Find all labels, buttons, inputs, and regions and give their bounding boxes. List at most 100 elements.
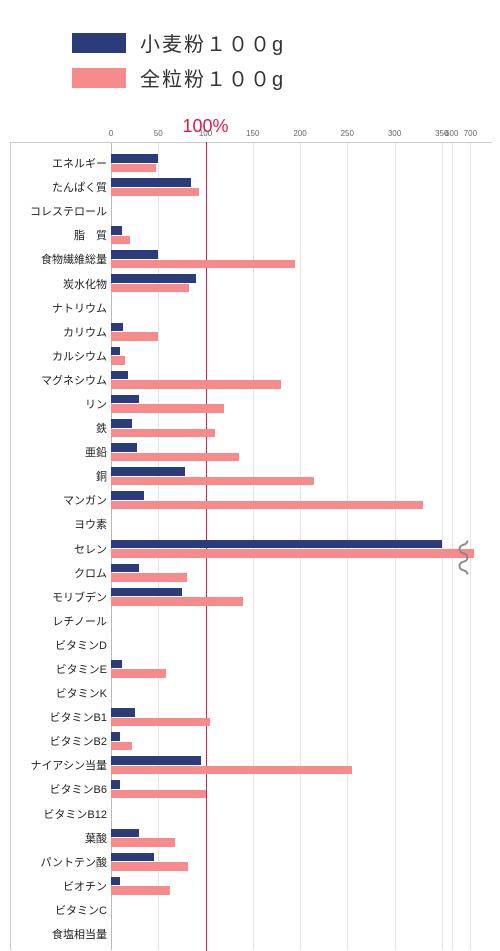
axis-tick-label: 150: [246, 129, 259, 138]
bar-row: ビタミンB2: [11, 729, 492, 753]
bar-series-b: [111, 380, 281, 389]
bar-series-b: [111, 838, 175, 847]
bar-series-b: [111, 188, 199, 197]
bar-series-a: [111, 226, 122, 235]
bar-series-a: [111, 395, 139, 404]
category-label: クロム: [11, 561, 111, 585]
bar-row: クロム: [11, 561, 492, 585]
bar-row: 脂 質: [11, 223, 492, 247]
bar-row: セレン: [11, 537, 492, 561]
bar-series-b: [111, 404, 224, 413]
bar-series-a: [111, 708, 135, 717]
axis-tick-label: 50: [154, 129, 163, 138]
bar-series-b: [111, 284, 189, 293]
bar-series-b: [111, 718, 210, 727]
category-label: 炭水化物: [11, 271, 111, 295]
category-label: カルシウム: [11, 344, 111, 368]
bar-group: [111, 850, 492, 874]
axis-tick-label: 100: [199, 129, 212, 138]
category-label: マグネシウム: [11, 368, 111, 392]
bar-group: [111, 561, 492, 585]
bar-series-a: [111, 756, 201, 765]
bar-row: 食塩相当量: [11, 922, 492, 946]
bar-row: コレステロール: [11, 199, 492, 223]
bar-row: 葉酸: [11, 826, 492, 850]
bar-group: [111, 826, 492, 850]
bar-group: [111, 344, 492, 368]
bar-group: [111, 464, 492, 488]
bar-series-b: [111, 597, 243, 606]
bar-series-a: [111, 564, 139, 573]
category-label: マンガン: [11, 488, 111, 512]
bar-series-a: [111, 829, 139, 838]
bar-row: ビオチン: [11, 874, 492, 898]
bar-series-a: [111, 660, 122, 669]
bar-group: [111, 416, 492, 440]
bar-group: [111, 199, 492, 223]
category-label: ビタミンB1: [11, 705, 111, 729]
bar-group: [111, 368, 492, 392]
legend-item-a: 小麦粉１００g: [72, 28, 500, 57]
bar-group: [111, 247, 492, 271]
category-label: ビタミンB12: [11, 802, 111, 826]
legend-label-a: 小麦粉１００g: [140, 28, 285, 57]
bar-series-b: [111, 549, 474, 558]
bar-series-a: [111, 323, 123, 332]
category-label: 食塩相当量: [11, 922, 111, 946]
bar-row: ヨウ素: [11, 512, 492, 536]
category-label: たんぱく質: [11, 175, 111, 199]
bar-row: 銅: [11, 464, 492, 488]
bar-row: ビタミンB12: [11, 802, 492, 826]
category-label: ビタミンB6: [11, 777, 111, 801]
bar-group: [111, 440, 492, 464]
legend-item-b: 全粒粉１００g: [72, 63, 500, 92]
bar-series-b: [111, 260, 295, 269]
bar-series-b: [111, 886, 170, 895]
category-label: ヨウ素: [11, 512, 111, 536]
bar-row: たんぱく質: [11, 175, 492, 199]
category-label: 脂 質: [11, 223, 111, 247]
bar-series-a: [111, 540, 442, 549]
bar-series-a: [111, 467, 185, 476]
bar-series-a: [111, 347, 120, 356]
bar-series-a: [111, 780, 120, 789]
bar-series-b: [111, 332, 158, 341]
category-label: ナイアシン当量: [11, 753, 111, 777]
bar-series-a: [111, 154, 158, 163]
bar-group: [111, 705, 492, 729]
bar-row: ビタミンK: [11, 681, 492, 705]
bar-row: ビタミンB1: [11, 705, 492, 729]
bar-row: パントテン酸: [11, 850, 492, 874]
category-label: リン: [11, 392, 111, 416]
legend-label-b: 全粒粉１００g: [140, 63, 285, 92]
bar-group: [111, 874, 492, 898]
category-label: ビタミンK: [11, 681, 111, 705]
legend: 小麦粉１００g 全粒粉１００g: [0, 0, 500, 112]
bar-series-b: [111, 790, 206, 799]
chart-page: 小麦粉１００g 全粒粉１００g 100% 0501001502002503003…: [0, 0, 500, 950]
bar-row: 炭水化物: [11, 271, 492, 295]
bar-group: [111, 802, 492, 826]
category-label: レチノール: [11, 609, 111, 633]
bar-row: カルシウム: [11, 344, 492, 368]
bar-group: [111, 488, 492, 512]
bar-group: [111, 922, 492, 946]
axis-tick-label: 700: [464, 129, 477, 138]
category-label: ビオチン: [11, 874, 111, 898]
bar-series-b: [111, 573, 187, 582]
category-label: ビタミンD: [11, 633, 111, 657]
category-label: セレン: [11, 537, 111, 561]
legend-swatch-a: [72, 33, 126, 53]
bar-series-b: [111, 236, 130, 245]
category-label: ビタミンE: [11, 657, 111, 681]
bar-group: [111, 657, 492, 681]
axis-tick-label: 200: [293, 129, 306, 138]
bar-group: [111, 633, 492, 657]
bar-series-a: [111, 250, 158, 259]
bar-group: [111, 271, 492, 295]
bar-group: [111, 175, 492, 199]
bar-series-b: [111, 356, 125, 365]
bar-group: [111, 320, 492, 344]
bar-series-b: [111, 766, 352, 775]
bar-group: [111, 681, 492, 705]
